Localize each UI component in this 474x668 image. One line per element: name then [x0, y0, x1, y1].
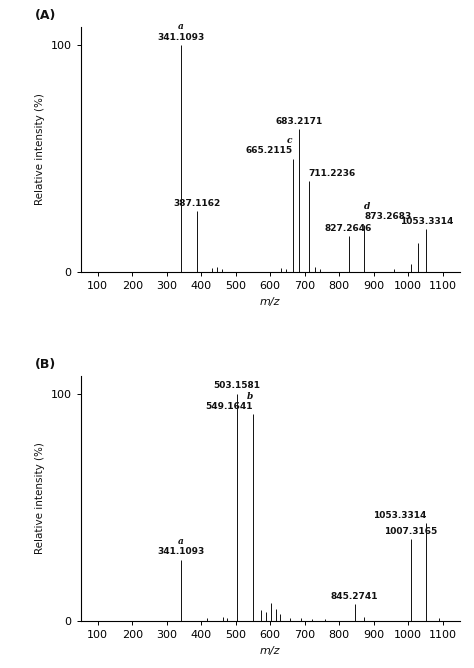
- Text: 503.1581: 503.1581: [213, 381, 260, 390]
- Text: a: a: [178, 537, 184, 546]
- Text: 873.2683: 873.2683: [365, 212, 411, 221]
- Text: 1007.3165: 1007.3165: [384, 527, 437, 536]
- Text: 341.1093: 341.1093: [157, 547, 205, 556]
- Y-axis label: Relative intensity (%): Relative intensity (%): [35, 442, 45, 554]
- Text: (A): (A): [35, 9, 56, 22]
- Text: 711.2236: 711.2236: [309, 169, 356, 178]
- Text: d: d: [365, 202, 371, 211]
- Text: 387.1162: 387.1162: [173, 198, 220, 208]
- Text: 665.2115: 665.2115: [246, 146, 292, 155]
- Text: 341.1093: 341.1093: [157, 33, 205, 41]
- X-axis label: m/z: m/z: [260, 646, 281, 656]
- Text: b: b: [246, 391, 253, 401]
- Text: 1053.3314: 1053.3314: [373, 511, 427, 520]
- Text: 683.2171: 683.2171: [275, 117, 322, 126]
- Text: 549.1641: 549.1641: [205, 402, 253, 411]
- X-axis label: m/z: m/z: [260, 297, 281, 307]
- Text: 827.2646: 827.2646: [325, 224, 372, 232]
- Y-axis label: Relative intensity (%): Relative intensity (%): [35, 94, 45, 206]
- Text: 845.2741: 845.2741: [331, 592, 378, 601]
- Text: a: a: [178, 22, 184, 31]
- Text: c: c: [287, 136, 292, 145]
- Text: 1053.3314: 1053.3314: [400, 216, 453, 226]
- Text: (B): (B): [35, 357, 56, 371]
